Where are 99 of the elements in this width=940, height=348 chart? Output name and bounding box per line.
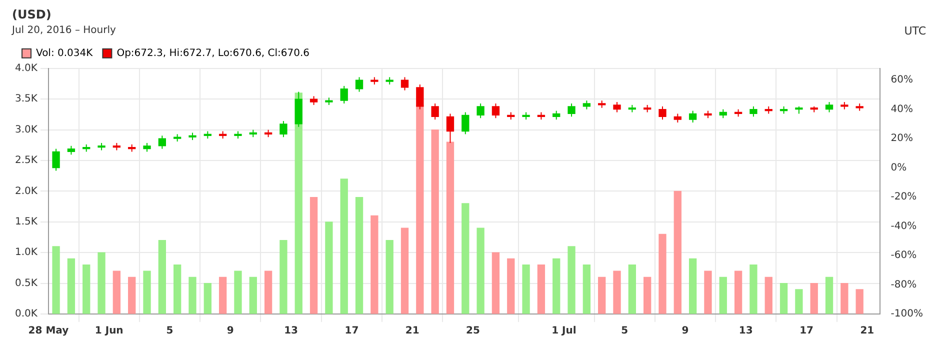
candlestick bbox=[52, 148, 60, 172]
y2-tick-label: -100% bbox=[890, 308, 924, 320]
bar bbox=[128, 276, 136, 314]
x-tick-label: 1 Jul bbox=[552, 326, 576, 337]
y2-tick-label: -40% bbox=[890, 220, 917, 232]
bar bbox=[82, 264, 90, 314]
bar bbox=[386, 240, 394, 314]
x-tick-label: 13 bbox=[738, 326, 753, 337]
x-tick-label: 5 bbox=[621, 326, 628, 337]
y-tick-label: 0.0K bbox=[14, 308, 38, 320]
candlestick bbox=[658, 106, 666, 120]
bar bbox=[537, 264, 546, 314]
text: UTC bbox=[904, 24, 926, 38]
y2-tick-label: -20% bbox=[890, 192, 917, 203]
bar bbox=[719, 276, 727, 314]
bar bbox=[840, 282, 848, 314]
bar bbox=[218, 276, 227, 314]
x-tick-label: 9 bbox=[226, 326, 234, 337]
x-tick-label: 17 bbox=[344, 326, 359, 337]
bar bbox=[325, 222, 333, 314]
chart-subtitle: Jul 20, 2016 – Hourly bbox=[11, 24, 116, 36]
y-tick-label: 1.5K bbox=[14, 216, 38, 228]
y2-tick-label: 40% bbox=[890, 104, 914, 115]
bar bbox=[67, 258, 76, 314]
y-tick-label: 1.0K bbox=[14, 247, 38, 258]
bar bbox=[174, 264, 182, 314]
bar bbox=[795, 289, 803, 314]
bar bbox=[98, 252, 106, 314]
chart-title: (USD) bbox=[12, 7, 52, 22]
x-tick-label: 25 bbox=[466, 326, 480, 337]
candlestick bbox=[476, 102, 484, 119]
bar bbox=[522, 264, 530, 314]
x-tick-label: 13 bbox=[284, 326, 298, 337]
bar bbox=[658, 234, 666, 314]
bar bbox=[188, 276, 196, 314]
bar bbox=[234, 270, 242, 314]
bar bbox=[644, 276, 652, 314]
bar bbox=[764, 276, 772, 314]
bar bbox=[825, 276, 834, 314]
candlestick bbox=[598, 100, 606, 108]
bar bbox=[204, 282, 212, 314]
bar bbox=[143, 270, 151, 314]
y-tick-label: 0.5K bbox=[14, 278, 38, 289]
candlestick bbox=[613, 102, 621, 113]
bar bbox=[507, 258, 515, 314]
x-tick-label: 17 bbox=[800, 326, 814, 337]
y-tick-label: 3.0K bbox=[14, 124, 38, 136]
bar bbox=[355, 197, 364, 314]
bar bbox=[568, 246, 576, 314]
bar bbox=[856, 289, 864, 314]
bar bbox=[462, 203, 470, 314]
bar bbox=[310, 197, 318, 314]
x-tick-label: 5 bbox=[166, 326, 174, 337]
bar bbox=[52, 246, 60, 314]
y2-tick-label: 60% bbox=[890, 74, 914, 86]
x-tick-label: 21 bbox=[405, 326, 420, 337]
bar bbox=[688, 258, 697, 314]
y-tick-label: 2.0K bbox=[14, 186, 38, 197]
bar bbox=[552, 258, 560, 314]
bar bbox=[249, 276, 257, 314]
bar bbox=[704, 270, 712, 314]
bar bbox=[734, 270, 742, 314]
bar bbox=[158, 240, 166, 314]
y2-tick-label: -80% bbox=[890, 279, 917, 290]
bar bbox=[476, 228, 484, 314]
bar bbox=[810, 282, 818, 314]
y-tick-label: 3.5K bbox=[14, 94, 38, 105]
bar bbox=[370, 215, 378, 314]
candlestick bbox=[280, 120, 288, 138]
bar bbox=[280, 240, 288, 314]
candlestick bbox=[325, 97, 333, 106]
bar bbox=[598, 276, 606, 314]
x-tick-label: 1 Jun bbox=[94, 326, 124, 337]
y2-tick-label: -60% bbox=[890, 250, 917, 262]
y2-tick-label: 20% bbox=[890, 133, 914, 144]
bar bbox=[264, 270, 272, 314]
y-tick-label: 4.0K bbox=[14, 62, 38, 74]
x-tick-label: 21 bbox=[860, 326, 874, 337]
bar bbox=[112, 270, 121, 314]
legend-label: Op:672.3, Hi:672.7, Lo:670.6, Cl:670.6 bbox=[116, 48, 310, 59]
bar bbox=[750, 264, 758, 314]
x-tick-label: 28 May bbox=[28, 326, 70, 337]
y2-tick-label: 0% bbox=[890, 162, 907, 174]
x-tick-label: 9 bbox=[682, 326, 689, 337]
bar bbox=[446, 142, 454, 314]
bar bbox=[340, 178, 348, 314]
bar bbox=[628, 264, 636, 314]
legend-label: Vol: 0.034K bbox=[36, 48, 94, 59]
bar bbox=[582, 264, 591, 314]
bar bbox=[431, 129, 439, 314]
candlestick bbox=[431, 102, 439, 120]
bar bbox=[400, 228, 409, 314]
bar bbox=[613, 270, 621, 314]
candlestick bbox=[568, 102, 576, 118]
bar bbox=[492, 252, 500, 314]
candlestick bbox=[750, 106, 758, 118]
bar bbox=[674, 190, 682, 314]
bar bbox=[780, 282, 788, 314]
y-tick-label: 2.5K bbox=[14, 155, 38, 166]
